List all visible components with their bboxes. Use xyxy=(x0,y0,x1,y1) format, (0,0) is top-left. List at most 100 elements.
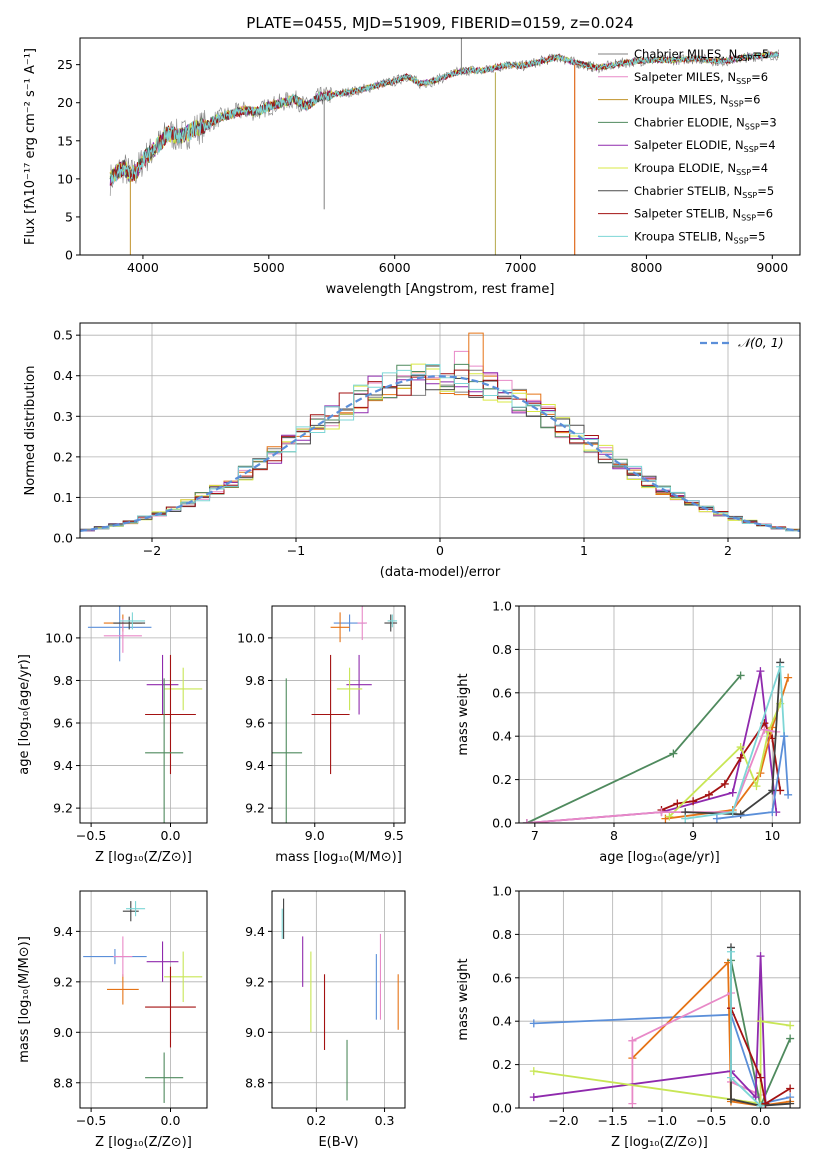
y-tick-label: 9.8 xyxy=(53,673,73,688)
y-tick-label: 10.0 xyxy=(45,630,73,645)
x-tick-label: 9.0 xyxy=(305,828,325,843)
x-tick-label: −2.0 xyxy=(548,1113,578,1128)
mass-weight-marker xyxy=(726,1073,735,1082)
mass-weight-marker xyxy=(657,808,666,817)
axes-frame xyxy=(79,890,208,1109)
y-tick-label: 0.2 xyxy=(492,772,512,787)
plot-area-mass-vs-EBV xyxy=(281,898,399,1101)
mass-weight-marker xyxy=(522,819,531,823)
y-tick-label: 0.3 xyxy=(53,409,73,424)
x-axis-label: mass [log₁₀(M/M⊙)] xyxy=(275,850,402,865)
mass-weight-marker xyxy=(786,1084,795,1093)
legend-entry: Kroupa ELODIE, NSSP=4 xyxy=(634,161,768,177)
mass-weight-marker xyxy=(628,1036,637,1045)
legend-entry: Chabrier STELIB, NSSP=5 xyxy=(634,184,774,200)
y-axis-label: mass weight xyxy=(456,673,471,755)
x-tick-label: 9000 xyxy=(756,260,788,275)
plot-area-residuals xyxy=(80,332,800,532)
y-tick-label: 9.0 xyxy=(53,1025,73,1040)
mass-weight-marker xyxy=(786,1021,795,1030)
mass-weight-marker xyxy=(628,1099,637,1108)
mass-weight-marker xyxy=(776,662,785,671)
normal-reference-curve xyxy=(80,375,800,532)
panel-age-vs-mass: 9.0 9.5 9.2 9.4 9.6 9.8 10.0 mass [log₁₀(M/M⊙)] xyxy=(237,605,406,865)
y-tick-label: 20 xyxy=(57,95,73,110)
panel-residuals: 𝒩(0, 1) −2 −1 0 1 2 0.0 0.1 0.2 0.3 0.4 0.5 (data-mo… xyxy=(23,322,801,580)
y-tick-label: 10 xyxy=(57,171,73,186)
mass-weight-marker xyxy=(786,1034,795,1043)
plot-area-age-vs-mass xyxy=(272,606,398,823)
x-tick-label: 8 xyxy=(610,828,618,843)
plot-area-massweight-vs-age xyxy=(522,658,793,823)
y-tick-label: 0.4 xyxy=(492,729,512,744)
x-tick-label: 9.5 xyxy=(384,828,404,843)
y-tick-label: 9.2 xyxy=(53,801,73,816)
y-tick-label: 1.0 xyxy=(492,884,512,899)
y-axis-label: mass weight xyxy=(456,958,471,1040)
y-tick-label: 0.8 xyxy=(492,927,512,942)
legend-entry: Chabrier ELODIE, NSSP=3 xyxy=(634,115,777,131)
x-tick-label: 5000 xyxy=(253,260,285,275)
y-tick-label: 9.8 xyxy=(245,673,265,688)
x-axis-label: Z [log₁₀(Z/Z⊙)] xyxy=(611,1135,708,1150)
mass-weight-line xyxy=(716,736,789,820)
x-tick-label: −0.5 xyxy=(76,1113,106,1128)
y-tick-label: 0.2 xyxy=(492,1057,512,1072)
mass-weight-marker xyxy=(736,743,745,752)
legend: Chabrier MILES, NSSP=5 Salpeter MILES, NS… xyxy=(598,47,777,245)
y-tick-label: 9.6 xyxy=(53,716,73,731)
mass-weight-line xyxy=(685,666,786,820)
legend-entry: Salpeter MILES, NSSP=6 xyxy=(634,70,768,86)
mass-weight-marker xyxy=(751,1093,760,1102)
mass-weight-marker xyxy=(529,1093,538,1102)
legend-entry: Chabrier MILES, NSSP=5 xyxy=(634,47,769,63)
y-tick-label: 0.1 xyxy=(53,490,73,505)
plot-area-mass-vs-Z xyxy=(83,901,203,1103)
x-tick-label: 0 xyxy=(436,543,444,558)
mass-weight-marker xyxy=(736,753,745,762)
x-tick-label: 7 xyxy=(531,828,539,843)
y-tick-label: 8.8 xyxy=(53,1075,73,1090)
legend: 𝒩(0, 1) xyxy=(700,335,784,350)
mass-weight-marker xyxy=(681,814,690,823)
mass-weight-marker xyxy=(673,799,682,808)
x-axis-label: (data-model)/error xyxy=(380,565,501,580)
y-tick-label: 0.0 xyxy=(53,531,73,546)
axes-frame xyxy=(518,605,801,824)
x-tick-label: 7000 xyxy=(505,260,537,275)
y-tick-label: 5 xyxy=(65,209,73,224)
x-tick-label: 2 xyxy=(724,543,732,558)
y-tick-label: 0.4 xyxy=(53,368,73,383)
mass-weight-line xyxy=(685,662,782,816)
y-tick-label: 9.0 xyxy=(245,1025,265,1040)
y-tick-label: 0.2 xyxy=(53,449,73,464)
y-tick-label: 9.4 xyxy=(53,924,73,939)
x-tick-label: 8000 xyxy=(631,260,663,275)
axes-frame xyxy=(79,37,801,256)
legend-entry: Salpeter ELODIE, NSSP=4 xyxy=(634,138,776,154)
figure-title: PLATE=0455, MJD=51909, FIBERID=0159, z=0… xyxy=(246,14,633,32)
x-axis-label: Z [log₁₀(Z/Z⊙)] xyxy=(95,1135,192,1150)
x-axis-label: wavelength [Angstrom, rest frame] xyxy=(326,282,555,297)
y-tick-label: 8.8 xyxy=(245,1075,265,1090)
mass-weight-marker xyxy=(756,1017,765,1026)
y-axis-label: age [log₁₀(age/yr)] xyxy=(17,654,32,775)
mass-weight-line xyxy=(730,1007,791,1106)
y-tick-label: 0.8 xyxy=(492,642,512,657)
x-tick-label: 0.0 xyxy=(751,1113,771,1128)
x-tick-label: 10 xyxy=(764,828,780,843)
mass-weight-marker xyxy=(720,779,729,788)
mass-weight-marker xyxy=(786,1099,795,1108)
y-tick-label: 15 xyxy=(57,133,73,148)
axes-frame xyxy=(271,890,406,1109)
x-tick-label: −2 xyxy=(143,543,161,558)
plot-area-massweight-vs-Z xyxy=(529,943,795,1108)
x-tick-label: 0.2 xyxy=(306,1113,326,1128)
histogram-series xyxy=(80,364,800,532)
x-tick-label: −1.5 xyxy=(597,1113,627,1128)
x-tick-label: −0.5 xyxy=(76,828,106,843)
x-axis-label: age [log₁₀(age/yr)] xyxy=(599,850,720,865)
y-tick-label: 0.5 xyxy=(53,328,73,343)
y-tick-label: 9.6 xyxy=(245,716,265,731)
